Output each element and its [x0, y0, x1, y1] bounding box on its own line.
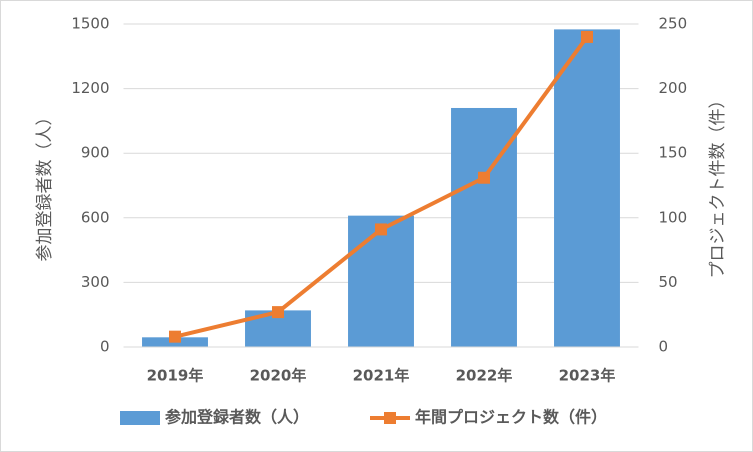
y2-tick-label: 50 [659, 273, 678, 291]
y2-tick-label: 250 [659, 15, 688, 33]
line-marker [478, 171, 490, 184]
legend-label: 参加登録者数（人） [165, 408, 309, 427]
y-tick-label: 300 [81, 273, 110, 291]
y-tick-label: 600 [81, 208, 110, 226]
x-tick-label: 2022年 [456, 367, 513, 385]
y2-axis-title: プロジェクト件数（件） [708, 92, 728, 279]
y-tick-label: 1200 [71, 79, 109, 97]
y2-tick-label: 200 [659, 79, 688, 97]
bar [554, 29, 620, 348]
line-marker [169, 330, 181, 343]
y-tick-label: 0 [100, 338, 110, 356]
y2-tick-label: 150 [659, 144, 688, 162]
x-tick-label: 2019年 [147, 367, 204, 385]
y2-tick-label: 100 [659, 208, 688, 226]
legend-label: 年間プロジェクト数（件） [415, 408, 607, 427]
bar [348, 215, 414, 347]
line-marker [375, 223, 387, 236]
y-tick-label: 1500 [71, 15, 109, 33]
y2-tick-label: 0 [659, 338, 669, 356]
legend-marker [384, 412, 396, 424]
y-tick-label: 900 [81, 144, 110, 162]
y-axis-title: 参加登録者数（人） [35, 109, 55, 262]
x-tick-label: 2021年 [353, 367, 410, 385]
x-tick-label: 2023年 [559, 367, 616, 385]
line-marker [581, 30, 593, 43]
line-marker [272, 306, 284, 319]
legend-swatch [120, 411, 160, 425]
x-tick-label: 2020年 [250, 367, 307, 385]
